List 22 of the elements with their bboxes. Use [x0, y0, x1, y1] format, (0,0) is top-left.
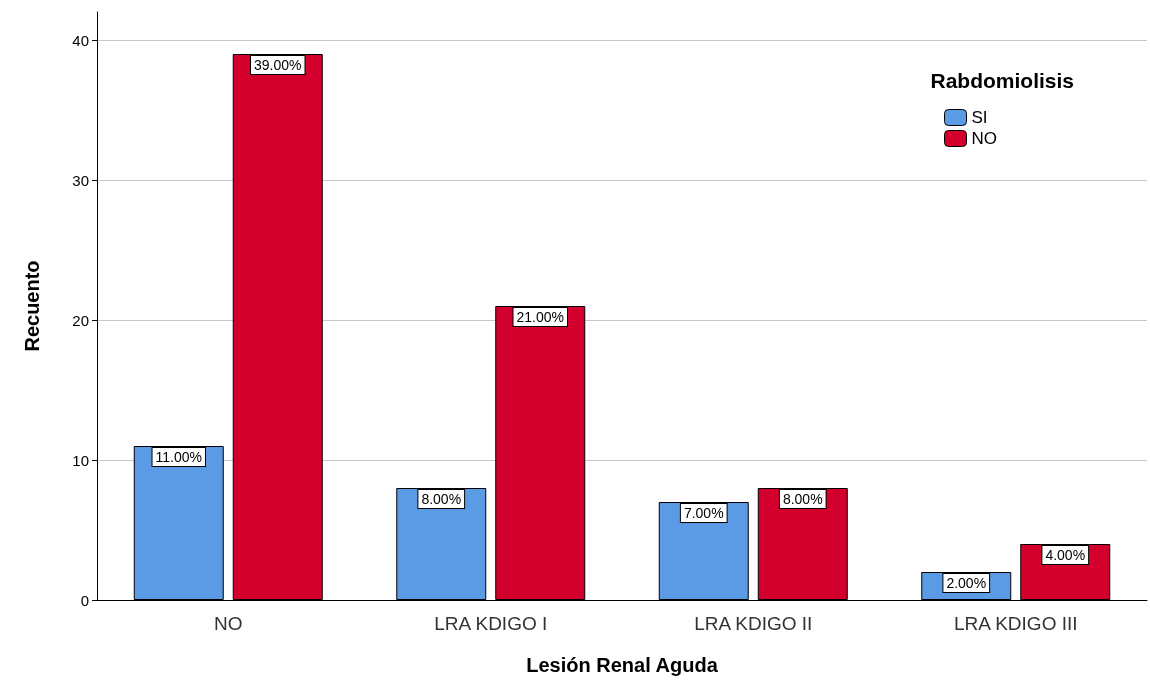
y-tick-label: 30	[72, 171, 89, 189]
data-label: 7.00%	[683, 505, 724, 521]
data-label: 8.00%	[782, 491, 823, 507]
legend-title: Rabdomiolisis	[930, 69, 1075, 92]
data-label: 2.00%	[946, 575, 987, 591]
x-tick-label: LRA KDIGO II	[694, 613, 813, 634]
x-tick-label: NO	[214, 613, 243, 634]
y-axis-title: Recuento	[21, 260, 43, 352]
data-label: 8.00%	[421, 491, 462, 507]
data-label: 21.00%	[516, 309, 564, 325]
y-tick-label: 10	[72, 451, 89, 469]
legend-label: SI	[971, 108, 988, 127]
x-tick-label: LRA KDIGO III	[953, 613, 1078, 634]
x-tick-label: LRA KDIGO I	[434, 613, 548, 634]
y-tick-label: 0	[80, 591, 89, 609]
y-tick-label: 20	[72, 311, 89, 329]
data-label: 39.00%	[254, 57, 302, 73]
y-tick-label: 40	[72, 31, 89, 49]
data-label: 11.00%	[155, 449, 202, 465]
data-label: 4.00%	[1045, 547, 1086, 563]
legend-label: NO	[971, 129, 997, 148]
x-axis-title: Lesión Renal Aguda	[526, 654, 719, 676]
